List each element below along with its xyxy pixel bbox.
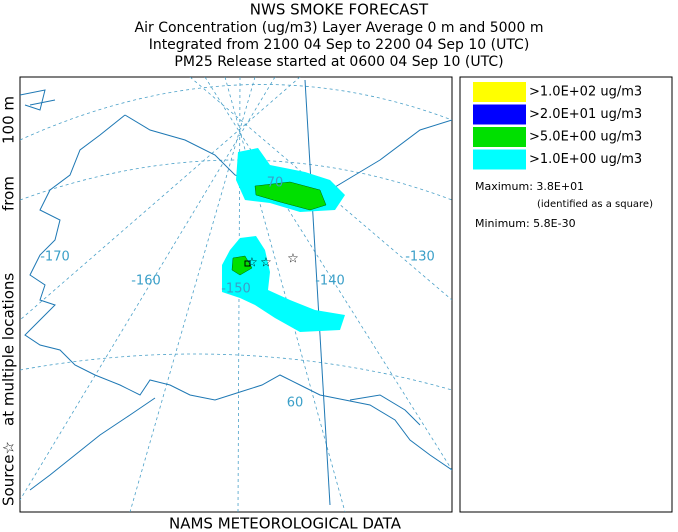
graticule-label: -160 [131, 274, 161, 289]
legend-label: >1.0E+00 ug/m3 [529, 152, 642, 167]
legend-swatch [473, 104, 526, 125]
side-label-part: from [0, 176, 18, 211]
maximum: Maximum: 3.8E+01 [475, 180, 584, 193]
maximum-note: (identified as a square) [537, 199, 653, 210]
coastline [20, 79, 452, 506]
source-star: ☆ [287, 252, 299, 267]
source-markers: ☆ ☆ ☆ [244, 252, 299, 271]
smoke-plume [222, 148, 345, 332]
footer: NAMS METEOROLOGICAL DATA [169, 515, 402, 532]
subtitle: Air Concentration (ug/m3) Layer Average … [135, 20, 544, 36]
side-label-part: Source☆ [0, 441, 18, 506]
legend-label: >5.0E+00 ug/m3 [529, 130, 642, 145]
subtitle: PM25 Release started at 0600 04 Sep 10 (… [174, 54, 503, 70]
title: NWS SMOKE FORECAST [250, 1, 429, 19]
side-label: Source☆ at multiple locations from 100 m [0, 96, 18, 506]
source-star: ☆ [260, 256, 272, 271]
legend-label: >1.0E+02 ug/m3 [529, 85, 642, 100]
source-star: ☆ [246, 256, 258, 271]
minimum: Minimum: 5.8E-30 [475, 217, 576, 230]
graticule-label: -130 [405, 250, 435, 265]
graticule-label: -150 [221, 282, 251, 297]
legend-swatch [473, 82, 526, 102]
map: ☆ ☆ ☆ -170 -160 -150 -140 -130 70 60 [19, 76, 453, 513]
side-label-part: 100 m [0, 96, 18, 144]
legend-swatch [473, 127, 526, 147]
max-square [244, 260, 251, 267]
legend-label: >2.0E+01 ug/m3 [529, 107, 642, 122]
side-label-part: at multiple locations [0, 273, 18, 426]
graticule-label: 60 [287, 396, 304, 411]
graticule-label: -140 [315, 274, 345, 289]
legend-swatch [473, 149, 526, 170]
graticule-label: -170 [40, 250, 70, 265]
subtitle: Integrated from 2100 04 Sep to 2200 04 S… [149, 37, 530, 53]
legend: Maximum: 3.8E+01 (identified as a square… [459, 76, 673, 513]
graticule-label: 70 [267, 176, 284, 191]
